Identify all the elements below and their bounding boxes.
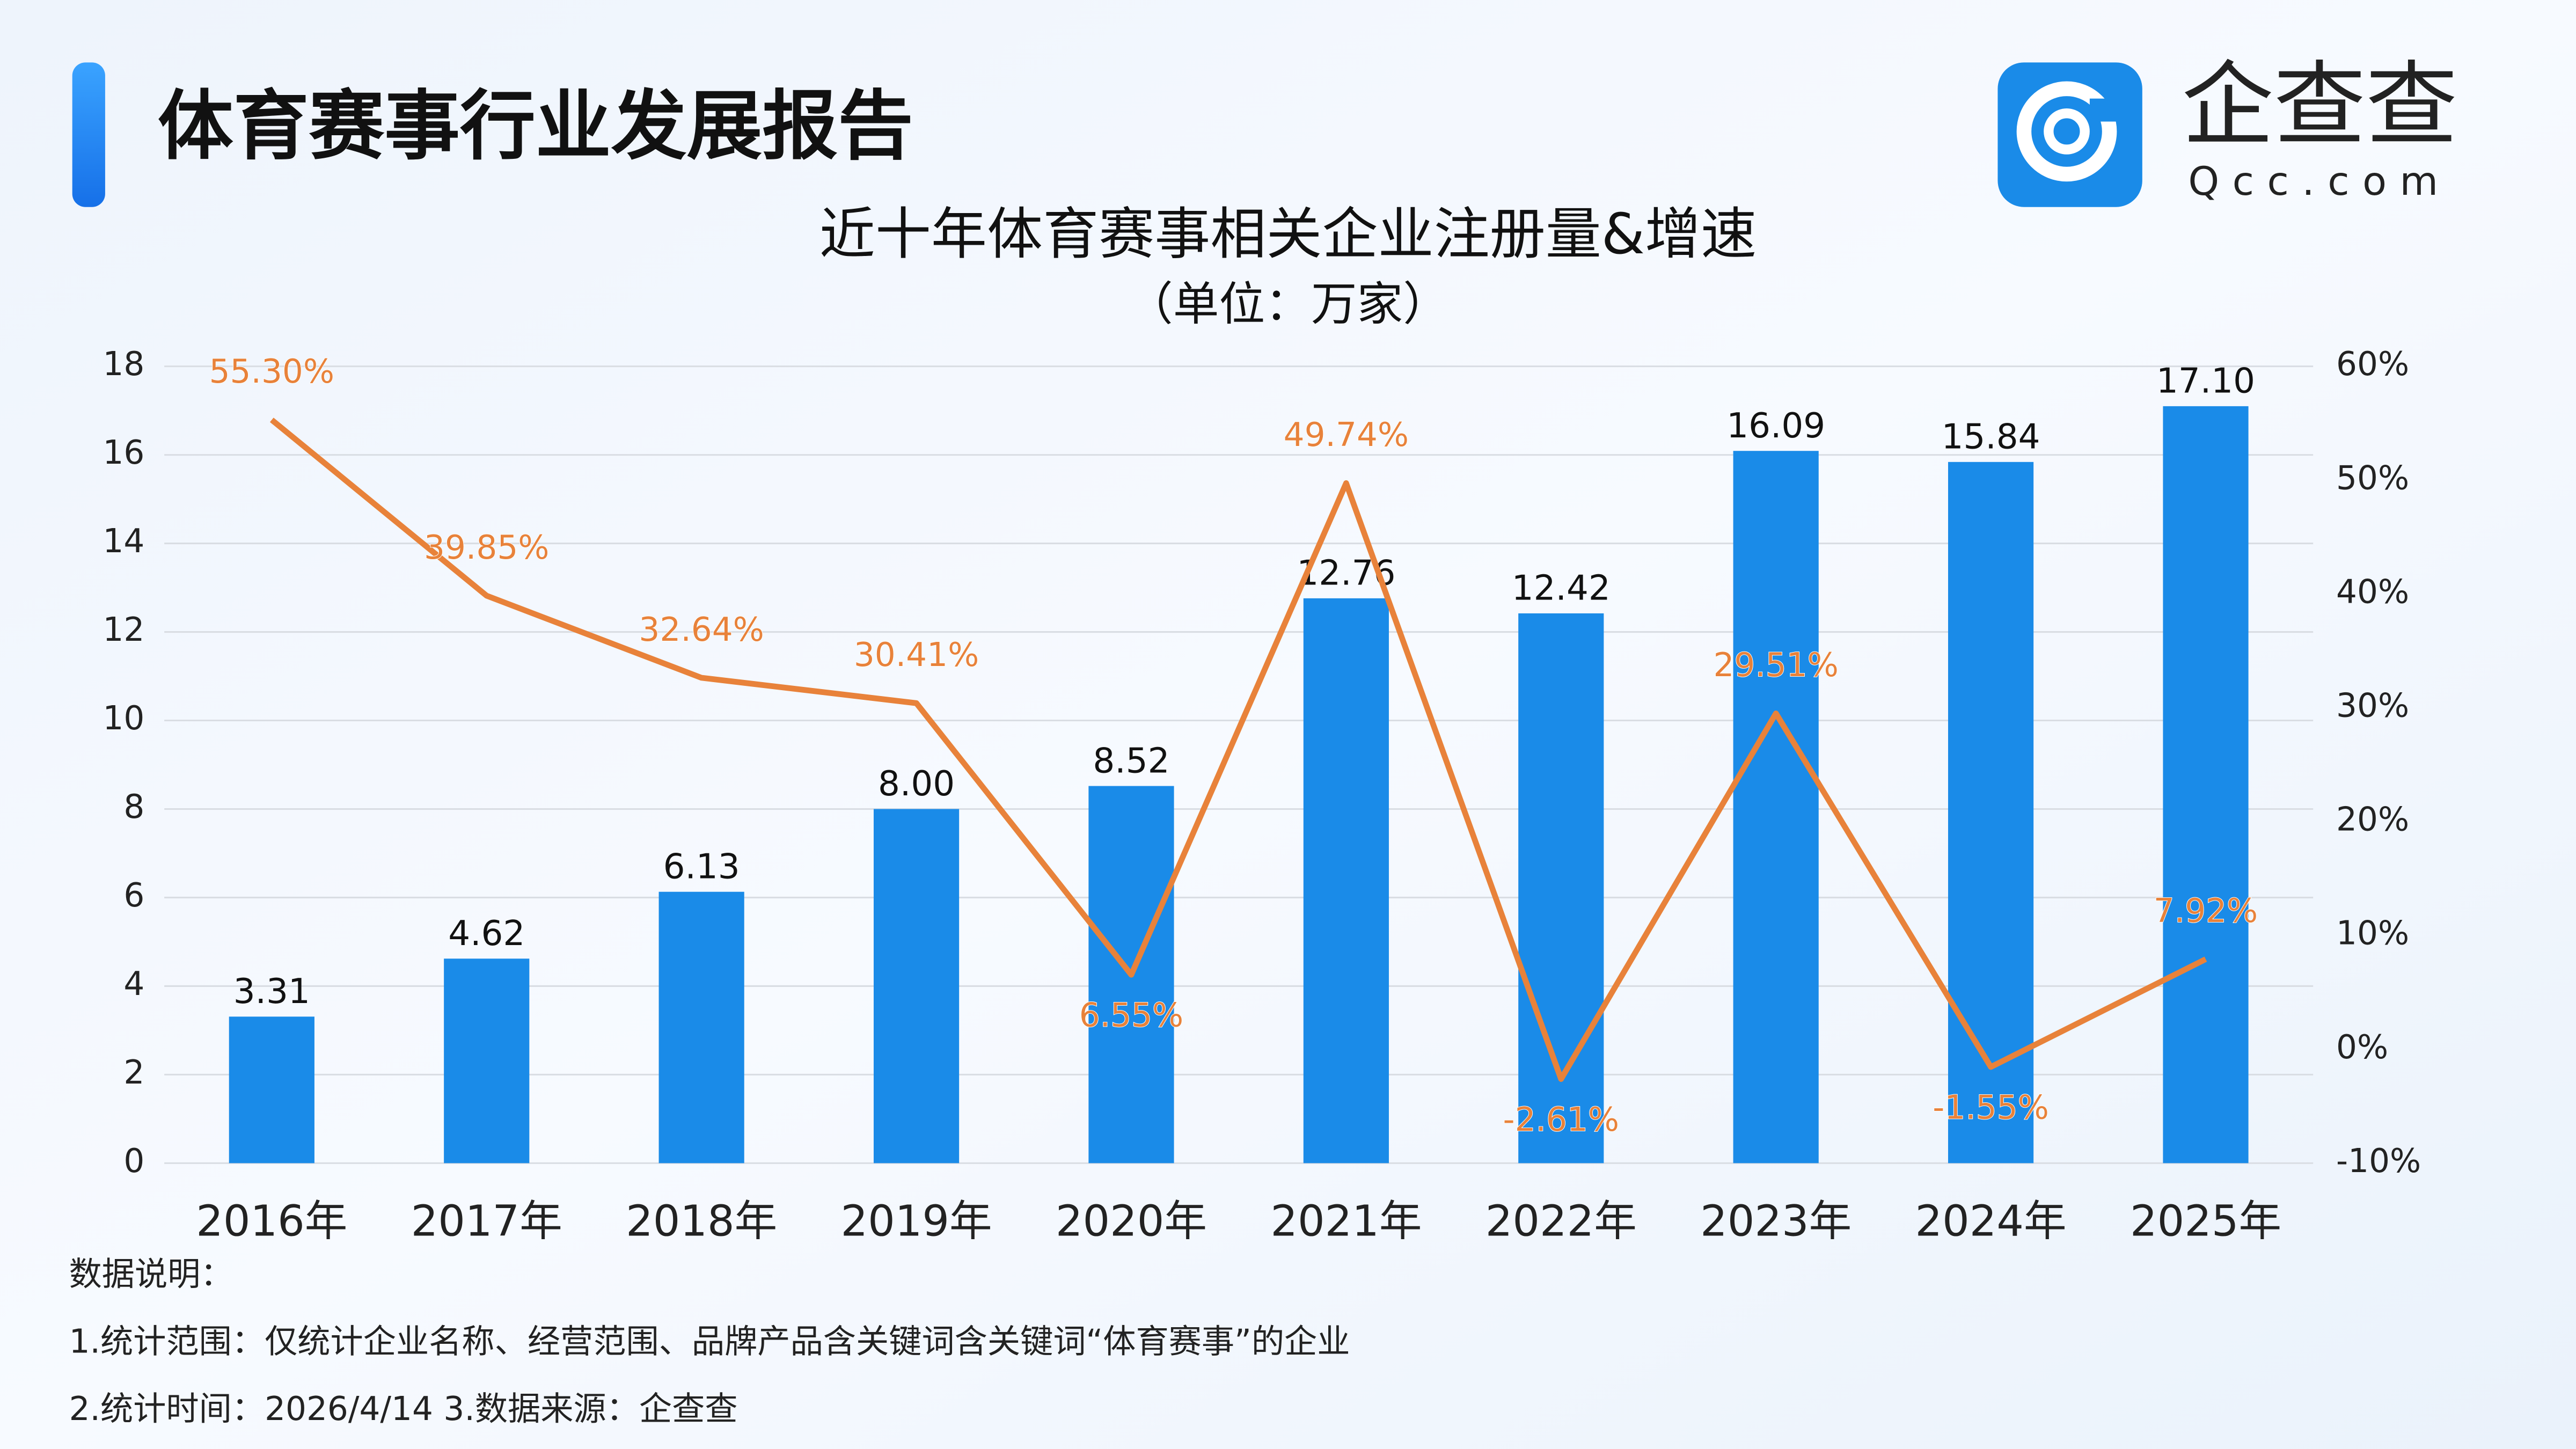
y-tick-label: 0 <box>123 1142 144 1180</box>
bar-label: 8.52 <box>1093 741 1169 781</box>
bar-label: 8.00 <box>878 764 955 804</box>
x-tick-label: 2017年 <box>411 1196 562 1246</box>
bar-label: 6.13 <box>663 846 740 887</box>
y2-tick-label: -10% <box>2336 1142 2421 1180</box>
y-tick-label: 10 <box>103 699 144 737</box>
logo-domain: Qcc.com <box>2188 159 2451 204</box>
y-tick-label: 8 <box>123 788 144 826</box>
y2-tick-label: 60% <box>2336 345 2409 383</box>
bar-label: 16.09 <box>1726 406 1825 446</box>
line-label: 30.41% <box>854 636 979 674</box>
x-tick-label: 2020年 <box>1056 1196 1207 1246</box>
line-label: -2.61% <box>1503 1101 1619 1139</box>
line-label: 49.74% <box>1284 416 1409 454</box>
y-tick-label: 2 <box>123 1053 144 1092</box>
note: 数据说明： <box>69 1255 233 1293</box>
line <box>269 418 2207 1082</box>
line-label: 39.85% <box>424 529 549 567</box>
chart-title: 近十年体育赛事相关企业注册量&增速 <box>819 201 1757 267</box>
page-title: 体育赛事行业发展报告 <box>158 82 913 170</box>
bar-label: 12.42 <box>1512 568 1611 609</box>
bar-label: 4.62 <box>448 913 525 954</box>
y-tick-label: 16 <box>103 434 144 472</box>
y2-tick-label: 30% <box>2336 687 2409 725</box>
logo-core <box>2044 108 2090 155</box>
logo-gap <box>2089 98 2119 122</box>
bar <box>444 958 530 1163</box>
line-label: 29.51% <box>1713 646 1838 684</box>
x-tick-label: 2021年 <box>1270 1196 1422 1246</box>
y2-tick-label: 0% <box>2336 1028 2388 1066</box>
y2-tick-label: 20% <box>2336 801 2409 839</box>
y-tick-label: 4 <box>123 965 144 1003</box>
x-tick-label: 2024年 <box>1915 1196 2067 1246</box>
note: 2.统计时间：2026/4/14 3.数据来源：企查查 <box>69 1390 738 1428</box>
line-label: -1.55% <box>1933 1088 2049 1126</box>
bar-label: 3.31 <box>233 971 310 1012</box>
x-tick-label: 2022年 <box>1485 1196 1637 1246</box>
y-tick-label: 18 <box>103 345 144 383</box>
bar <box>1303 598 1389 1163</box>
y2-tick-label: 50% <box>2336 459 2409 497</box>
bar <box>658 891 744 1163</box>
bar <box>229 1016 314 1163</box>
x-tick-label: 2023年 <box>1700 1196 1851 1246</box>
note: 1.统计范围：仅统计企业名称、经营范围、品牌产品含关键词含关键词“体育赛事”的企… <box>69 1323 1350 1361</box>
chart-subtitle: （单位：万家） <box>1127 277 1449 331</box>
y-tick-label: 14 <box>103 522 144 560</box>
logo-text: 企查查 <box>2182 52 2457 159</box>
title-accent <box>72 62 105 207</box>
bar-label: 17.10 <box>2156 361 2255 401</box>
x-tick-label: 2018年 <box>626 1196 777 1246</box>
bar <box>2163 406 2249 1163</box>
bar-label: 15.84 <box>1942 417 2040 457</box>
bar <box>1948 462 2034 1163</box>
logo-ring <box>2016 81 2117 182</box>
y2-tick-label: 10% <box>2336 914 2409 953</box>
x-tick-label: 2025年 <box>2130 1196 2281 1246</box>
y-tick-label: 12 <box>103 611 144 649</box>
line-label: 6.55% <box>1079 997 1183 1035</box>
bar <box>1733 451 1819 1163</box>
x-tick-label: 2016年 <box>196 1196 347 1246</box>
y-tick-label: 6 <box>123 876 144 914</box>
x-tick-label: 2019年 <box>840 1196 992 1246</box>
bar <box>873 809 960 1163</box>
y2-tick-label: 40% <box>2336 573 2409 611</box>
line-label: 32.64% <box>639 611 764 649</box>
line-label: 55.30% <box>209 353 334 391</box>
line-label: 7.92% <box>2154 892 2258 930</box>
